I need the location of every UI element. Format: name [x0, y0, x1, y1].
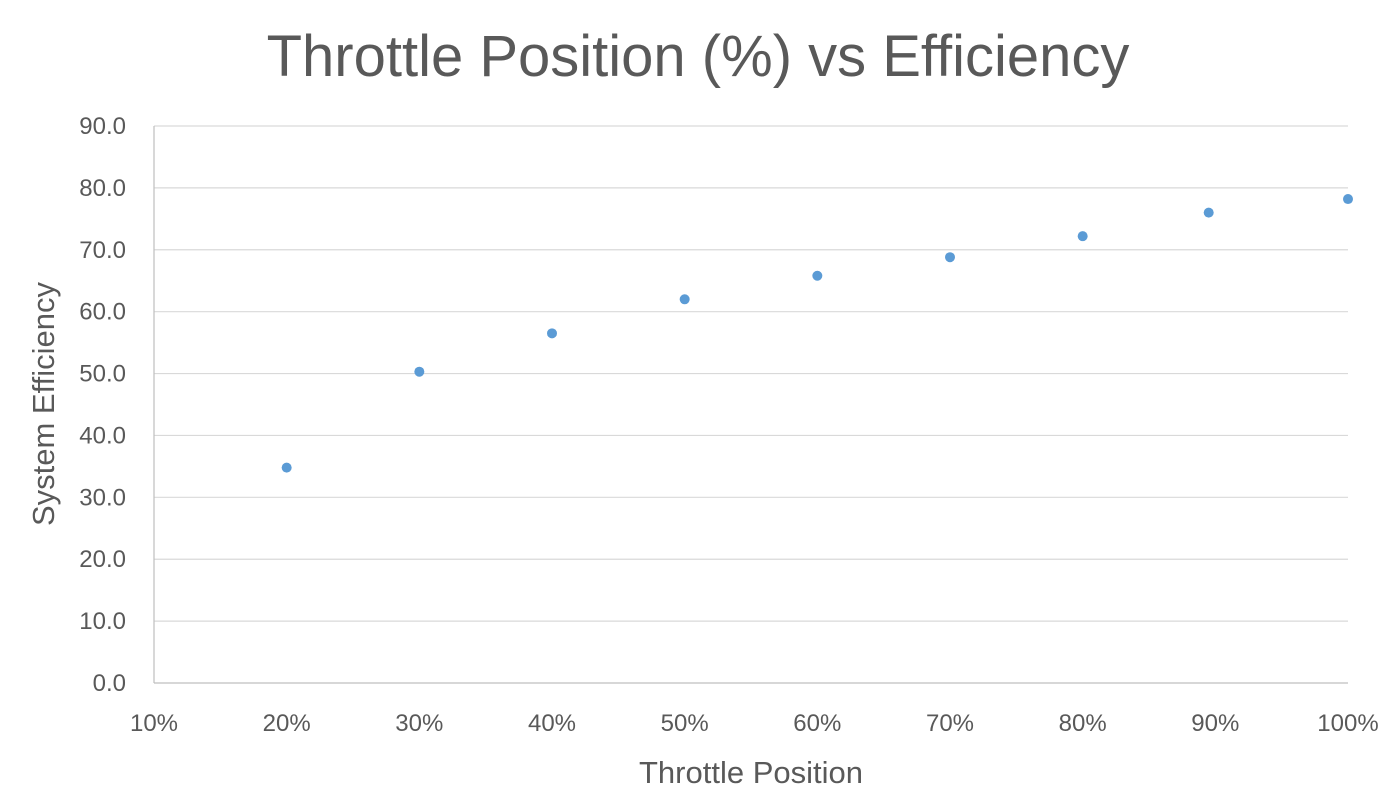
- x-tick-label: 80%: [1059, 710, 1107, 737]
- x-axis-title: Throttle Position: [639, 755, 863, 790]
- y-tick-label: 50.0: [79, 361, 126, 388]
- chart-title: Throttle Position (%) vs Efficiency: [267, 24, 1130, 89]
- x-tick-label: 60%: [793, 710, 841, 737]
- data-points: [281, 194, 1353, 473]
- data-point: [281, 462, 292, 473]
- y-tick-label: 90.0: [79, 113, 126, 140]
- x-tick-label: 20%: [263, 710, 311, 737]
- x-tick-label: 40%: [528, 710, 576, 737]
- y-tick-label: 20.0: [79, 546, 126, 573]
- y-tick-label: 70.0: [79, 237, 126, 264]
- x-tick-label: 10%: [130, 710, 178, 737]
- gridlines: [154, 125, 1348, 622]
- x-tick-label: 100%: [1317, 710, 1378, 737]
- x-tick-labels: 10% 20% 30% 40% 50% 60% 70% 80% 90% 100%: [130, 710, 1379, 737]
- y-tick-label: 0.0: [93, 670, 126, 697]
- x-tick-label: 30%: [395, 710, 443, 737]
- data-point: [812, 270, 823, 281]
- x-tick-label: 70%: [926, 710, 974, 737]
- data-point: [679, 294, 690, 305]
- axes: [153, 126, 1348, 684]
- y-axis-title: System Efficiency: [26, 281, 61, 526]
- y-tick-label: 60.0: [79, 299, 126, 326]
- x-tick-label: 90%: [1191, 710, 1239, 737]
- data-point: [1203, 207, 1214, 218]
- data-point: [414, 366, 425, 377]
- data-point: [1343, 194, 1353, 205]
- y-tick-labels: 0.0 10.0 20.0 30.0 40.0 50.0 60.0 70.0 80.0 90.0: [79, 113, 126, 697]
- y-tick-label: 80.0: [79, 175, 126, 202]
- y-tick-label: 40.0: [79, 422, 126, 449]
- data-point: [945, 252, 955, 263]
- data-point: [547, 328, 557, 339]
- data-point: [1077, 231, 1088, 242]
- y-tick-label: 10.0: [79, 608, 126, 635]
- x-tick-label: 50%: [661, 710, 709, 737]
- y-tick-label: 30.0: [79, 484, 126, 511]
